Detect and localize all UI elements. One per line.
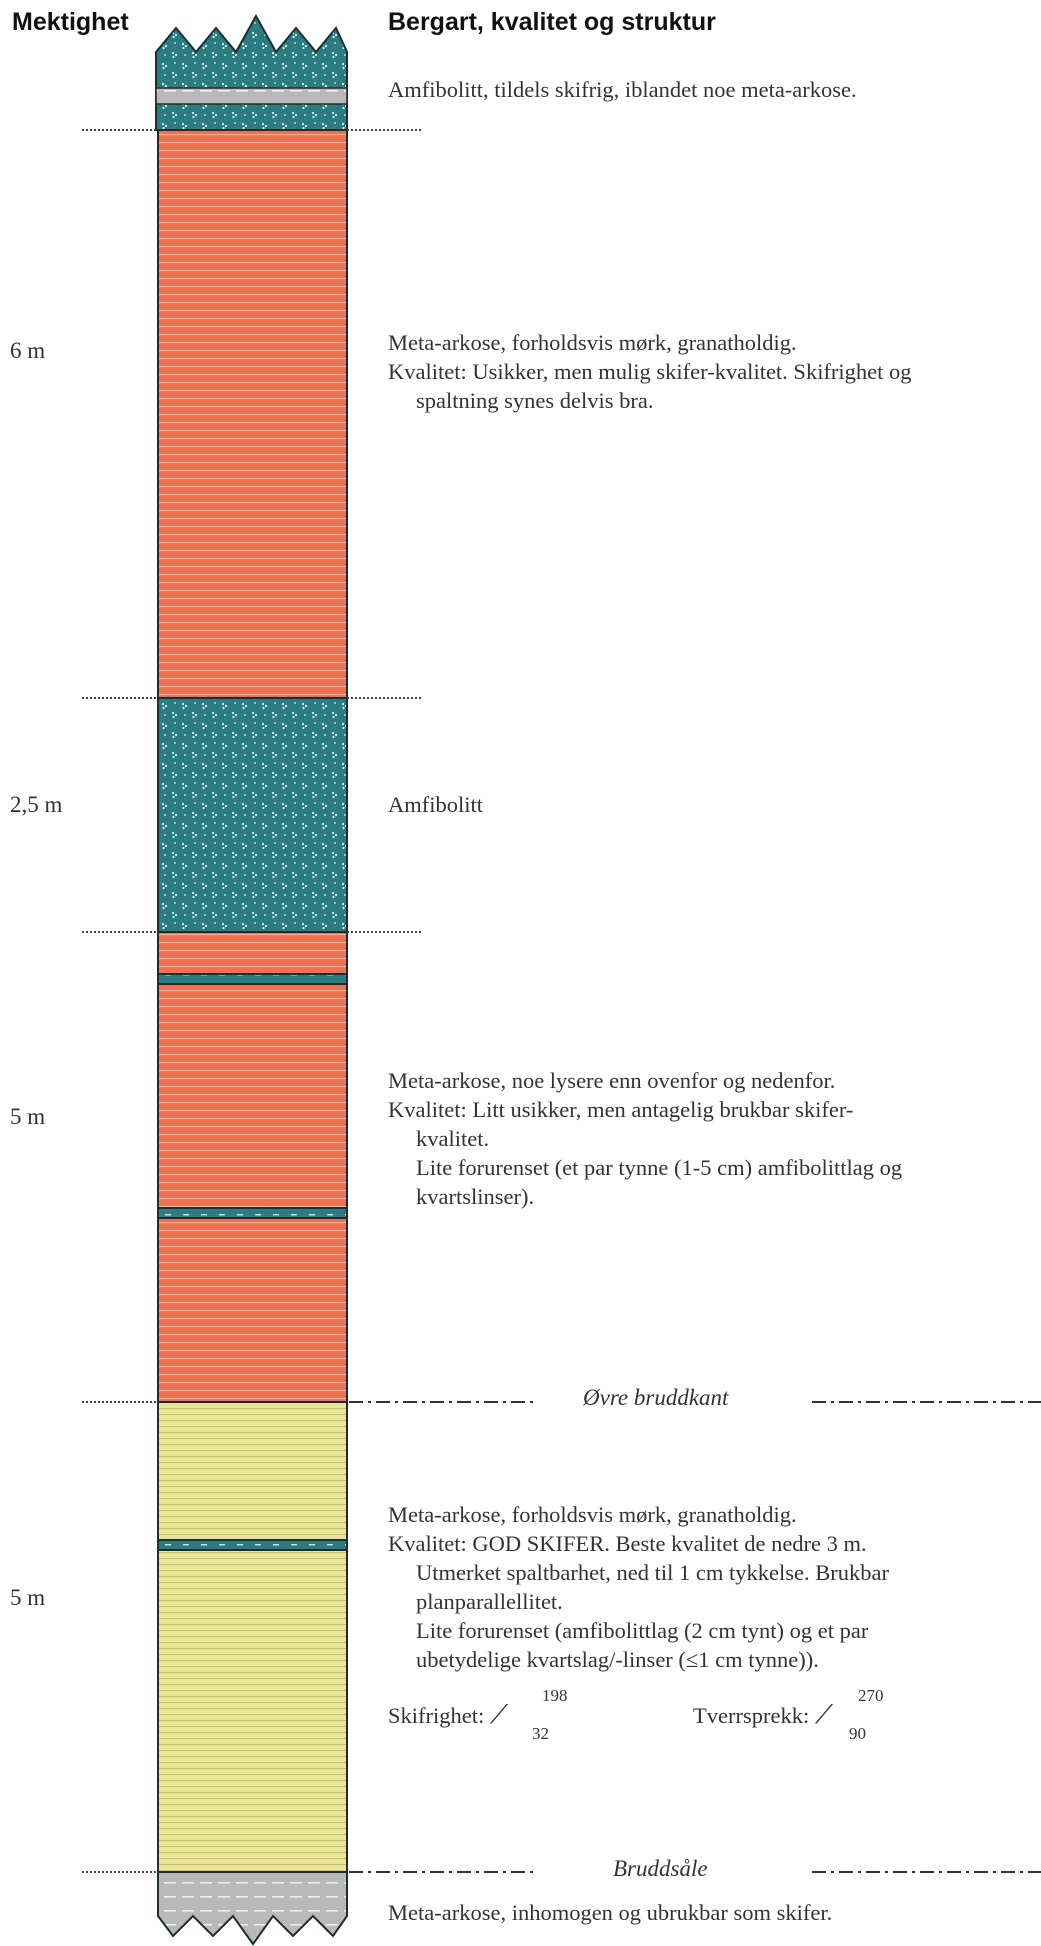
foliation-measurement: Skifrighet: ⟋ 198 32 xyxy=(388,1686,598,1760)
thickness-label: 2,5 m xyxy=(10,792,63,817)
foliation-dip: 32 xyxy=(532,1724,549,1743)
quarry-floor-label: Bruddsåle xyxy=(613,1856,708,1881)
description-line: Amfibolitt, tildels skifrig, iblandet no… xyxy=(388,77,857,102)
joint-dip: 90 xyxy=(849,1724,866,1743)
description-line: Meta-arkose, noe lysere enn ovenfor og n… xyxy=(388,1068,836,1093)
thickness-label: 6 m xyxy=(10,338,46,363)
thickness-label: 5 m xyxy=(10,1104,46,1129)
thin-amphibolite-layer xyxy=(157,973,348,985)
upper-quarry-edge-label: Øvre bruddkant xyxy=(583,1385,729,1410)
description-line: Kvalitet: GOD SKIFER. Beste kvalitet de … xyxy=(388,1531,867,1556)
unit-metaarkose-5m-good xyxy=(157,1401,348,1873)
unit-description: Meta-arkose, forholdsvis mørk, granathol… xyxy=(388,328,1033,415)
unit-description: Meta-arkose, inhomogen og ubrukbar som s… xyxy=(388,1898,1033,1927)
joint-label: Tverrsprekk: xyxy=(693,1703,810,1728)
foliation-label: Skifrighet: xyxy=(388,1703,485,1728)
unit-amphibolite-top xyxy=(155,13,348,131)
thickness-column-header: Mektighet xyxy=(12,8,129,36)
unit-description: Amfibolitt, tildels skifrig, iblandet no… xyxy=(388,75,1033,104)
description-line: ubetydelige kvartslag/-linser (≤1 cm tyn… xyxy=(416,1647,819,1672)
description-line: kvalitet. xyxy=(416,1126,490,1151)
strike-dip-symbol-icon: ⟋ xyxy=(814,1700,834,1730)
description-line: Meta-arkose, forholdsvis mørk, granathol… xyxy=(388,1502,797,1527)
description-line: kvartslinser). xyxy=(416,1184,535,1209)
joint-strike: 270 xyxy=(858,1686,884,1705)
description-line: Amfibolitt xyxy=(388,792,483,817)
unit-metaarkose-6m xyxy=(157,129,348,699)
unit-description: Meta-arkose, forholdsvis mørk, granathol… xyxy=(388,1500,1033,1674)
description-line: Lite forurenset (et par tynne (1-5 cm) a… xyxy=(416,1155,903,1180)
thin-amphibolite-layer xyxy=(157,1539,348,1551)
thickness-label: 5 m xyxy=(10,1585,46,1610)
thin-amphibolite-layer xyxy=(157,1207,348,1219)
description-column-header: Bergart, kvalitet og struktur xyxy=(388,8,716,36)
unit-metaarkose-5m-upper xyxy=(157,931,348,1403)
unit-description: Amfibolitt xyxy=(388,790,1033,819)
unit-amphibolite-2-5m xyxy=(157,697,348,933)
description-line: Lite forurenset (amfibolittlag (2 cm tyn… xyxy=(416,1618,869,1643)
description-line: Utmerket spaltbarhet, ned til 1 cm tykke… xyxy=(416,1560,889,1585)
foliation-strike: 198 xyxy=(542,1686,568,1705)
unit-description: Meta-arkose, noe lysere enn ovenfor og n… xyxy=(388,1066,1033,1211)
description-line: Meta-arkose, forholdsvis mørk, granathol… xyxy=(388,330,797,355)
description-line: planparallellitet. xyxy=(416,1589,563,1614)
unit-metaarkose-bottom xyxy=(157,1871,348,1946)
description-line: Kvalitet: Litt usikker, men antagelig br… xyxy=(388,1097,854,1122)
strike-dip-symbol-icon: ⟋ xyxy=(489,1700,509,1730)
description-line: spaltning synes delvis bra. xyxy=(416,388,654,413)
joint-measurement: Tverrsprekk: ⟋ 270 90 xyxy=(693,1686,933,1760)
description-line: Kvalitet: Usikker, men mulig skifer-kval… xyxy=(388,359,912,384)
description-line: Meta-arkose, inhomogen og ubrukbar som s… xyxy=(388,1900,833,1925)
unit-metaarkose-lens xyxy=(155,87,348,105)
